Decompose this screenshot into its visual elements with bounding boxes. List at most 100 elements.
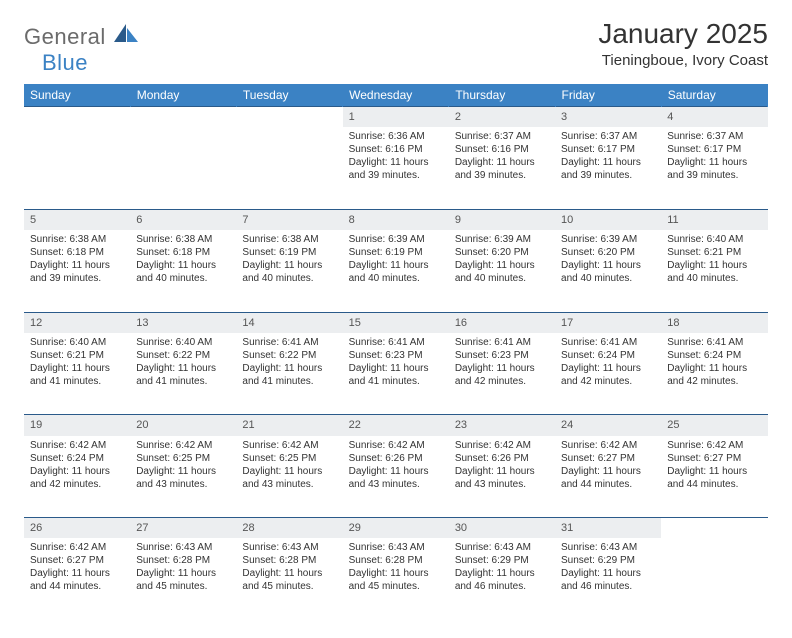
daylight-line: Daylight: 11 hours and 43 minutes. bbox=[349, 465, 443, 491]
day-content-row: Sunrise: 6:38 AMSunset: 6:18 PMDaylight:… bbox=[24, 230, 768, 312]
sunrise-line: Sunrise: 6:42 AM bbox=[667, 439, 761, 452]
day-number-cell: 4 bbox=[661, 107, 767, 128]
sunset-line: Sunset: 6:17 PM bbox=[667, 143, 761, 156]
day-content-cell: Sunrise: 6:41 AMSunset: 6:24 PMDaylight:… bbox=[555, 333, 661, 415]
sunrise-line: Sunrise: 6:38 AM bbox=[242, 233, 336, 246]
day-header: Monday bbox=[130, 84, 236, 107]
location: Tieningboue, Ivory Coast bbox=[598, 52, 768, 69]
day-number-cell: 22 bbox=[343, 415, 449, 436]
daylight-line: Daylight: 11 hours and 45 minutes. bbox=[136, 567, 230, 593]
daylight-line: Daylight: 11 hours and 43 minutes. bbox=[136, 465, 230, 491]
title-block: January 2025 Tieningboue, Ivory Coast bbox=[598, 18, 768, 69]
day-content-cell: Sunrise: 6:38 AMSunset: 6:18 PMDaylight:… bbox=[24, 230, 130, 312]
sunrise-line: Sunrise: 6:39 AM bbox=[349, 233, 443, 246]
sunset-line: Sunset: 6:18 PM bbox=[30, 246, 124, 259]
sunset-line: Sunset: 6:24 PM bbox=[561, 349, 655, 362]
day-content-cell bbox=[24, 127, 130, 209]
sunset-line: Sunset: 6:22 PM bbox=[242, 349, 336, 362]
sunset-line: Sunset: 6:29 PM bbox=[561, 554, 655, 567]
sunrise-line: Sunrise: 6:40 AM bbox=[667, 233, 761, 246]
brand-sail-icon bbox=[112, 22, 140, 44]
day-number-cell: 27 bbox=[130, 518, 236, 539]
day-content-cell: Sunrise: 6:42 AMSunset: 6:26 PMDaylight:… bbox=[343, 436, 449, 518]
sunrise-line: Sunrise: 6:43 AM bbox=[561, 541, 655, 554]
day-header: Sunday bbox=[24, 84, 130, 107]
sunrise-line: Sunrise: 6:42 AM bbox=[136, 439, 230, 452]
day-number-cell: 10 bbox=[555, 209, 661, 230]
sunset-line: Sunset: 6:20 PM bbox=[455, 246, 549, 259]
day-content-cell: Sunrise: 6:39 AMSunset: 6:20 PMDaylight:… bbox=[555, 230, 661, 312]
day-number-cell bbox=[661, 518, 767, 539]
day-number-cell: 2 bbox=[449, 107, 555, 128]
day-number-cell: 28 bbox=[236, 518, 342, 539]
day-content-cell: Sunrise: 6:40 AMSunset: 6:21 PMDaylight:… bbox=[24, 333, 130, 415]
sunrise-line: Sunrise: 6:42 AM bbox=[455, 439, 549, 452]
day-content-cell: Sunrise: 6:36 AMSunset: 6:16 PMDaylight:… bbox=[343, 127, 449, 209]
day-number-cell: 23 bbox=[449, 415, 555, 436]
sunset-line: Sunset: 6:16 PM bbox=[455, 143, 549, 156]
daylight-line: Daylight: 11 hours and 39 minutes. bbox=[667, 156, 761, 182]
calendar-body: 1234Sunrise: 6:36 AMSunset: 6:16 PMDayli… bbox=[24, 107, 768, 621]
day-content-cell: Sunrise: 6:41 AMSunset: 6:22 PMDaylight:… bbox=[236, 333, 342, 415]
sunset-line: Sunset: 6:28 PM bbox=[242, 554, 336, 567]
sunrise-line: Sunrise: 6:43 AM bbox=[455, 541, 549, 554]
day-content-cell: Sunrise: 6:42 AMSunset: 6:27 PMDaylight:… bbox=[661, 436, 767, 518]
daylight-line: Daylight: 11 hours and 44 minutes. bbox=[30, 567, 124, 593]
day-number-row: 567891011 bbox=[24, 209, 768, 230]
day-content-cell bbox=[661, 538, 767, 620]
day-content-cell: Sunrise: 6:42 AMSunset: 6:27 PMDaylight:… bbox=[24, 538, 130, 620]
day-number-cell: 14 bbox=[236, 312, 342, 333]
sunrise-line: Sunrise: 6:42 AM bbox=[30, 439, 124, 452]
day-content-row: Sunrise: 6:42 AMSunset: 6:27 PMDaylight:… bbox=[24, 538, 768, 620]
sunset-line: Sunset: 6:18 PM bbox=[136, 246, 230, 259]
day-number-cell: 30 bbox=[449, 518, 555, 539]
daylight-line: Daylight: 11 hours and 41 minutes. bbox=[349, 362, 443, 388]
daylight-line: Daylight: 11 hours and 40 minutes. bbox=[136, 259, 230, 285]
calendar-table: Sunday Monday Tuesday Wednesday Thursday… bbox=[24, 84, 768, 620]
day-content-cell: Sunrise: 6:40 AMSunset: 6:21 PMDaylight:… bbox=[661, 230, 767, 312]
brand-general: General bbox=[24, 24, 106, 49]
sunset-line: Sunset: 6:17 PM bbox=[561, 143, 655, 156]
daylight-line: Daylight: 11 hours and 45 minutes. bbox=[242, 567, 336, 593]
sunrise-line: Sunrise: 6:43 AM bbox=[349, 541, 443, 554]
sunset-line: Sunset: 6:22 PM bbox=[136, 349, 230, 362]
day-content-cell: Sunrise: 6:38 AMSunset: 6:18 PMDaylight:… bbox=[130, 230, 236, 312]
sunset-line: Sunset: 6:25 PM bbox=[242, 452, 336, 465]
sunset-line: Sunset: 6:19 PM bbox=[242, 246, 336, 259]
sunset-line: Sunset: 6:23 PM bbox=[455, 349, 549, 362]
day-content-cell: Sunrise: 6:43 AMSunset: 6:28 PMDaylight:… bbox=[236, 538, 342, 620]
header: General Blue January 2025 Tieningboue, I… bbox=[24, 18, 768, 76]
daylight-line: Daylight: 11 hours and 40 minutes. bbox=[561, 259, 655, 285]
sunset-line: Sunset: 6:24 PM bbox=[30, 452, 124, 465]
day-number-cell: 13 bbox=[130, 312, 236, 333]
day-content-row: Sunrise: 6:40 AMSunset: 6:21 PMDaylight:… bbox=[24, 333, 768, 415]
daylight-line: Daylight: 11 hours and 44 minutes. bbox=[667, 465, 761, 491]
day-number-cell: 6 bbox=[130, 209, 236, 230]
sunrise-line: Sunrise: 6:39 AM bbox=[455, 233, 549, 246]
day-content-cell: Sunrise: 6:39 AMSunset: 6:20 PMDaylight:… bbox=[449, 230, 555, 312]
sunset-line: Sunset: 6:28 PM bbox=[136, 554, 230, 567]
day-header: Thursday bbox=[449, 84, 555, 107]
day-header: Saturday bbox=[661, 84, 767, 107]
sunset-line: Sunset: 6:26 PM bbox=[455, 452, 549, 465]
day-number-cell: 5 bbox=[24, 209, 130, 230]
day-number-cell bbox=[236, 107, 342, 128]
sunrise-line: Sunrise: 6:42 AM bbox=[561, 439, 655, 452]
sunset-line: Sunset: 6:29 PM bbox=[455, 554, 549, 567]
sunset-line: Sunset: 6:16 PM bbox=[349, 143, 443, 156]
day-number-cell: 17 bbox=[555, 312, 661, 333]
day-number-cell: 25 bbox=[661, 415, 767, 436]
daylight-line: Daylight: 11 hours and 43 minutes. bbox=[242, 465, 336, 491]
daylight-line: Daylight: 11 hours and 42 minutes. bbox=[667, 362, 761, 388]
sunset-line: Sunset: 6:21 PM bbox=[30, 349, 124, 362]
calendar-page: General Blue January 2025 Tieningboue, I… bbox=[0, 0, 792, 638]
sunrise-line: Sunrise: 6:41 AM bbox=[455, 336, 549, 349]
day-content-cell: Sunrise: 6:41 AMSunset: 6:23 PMDaylight:… bbox=[449, 333, 555, 415]
daylight-line: Daylight: 11 hours and 40 minutes. bbox=[667, 259, 761, 285]
day-header-row: Sunday Monday Tuesday Wednesday Thursday… bbox=[24, 84, 768, 107]
sunrise-line: Sunrise: 6:39 AM bbox=[561, 233, 655, 246]
sunset-line: Sunset: 6:27 PM bbox=[30, 554, 124, 567]
sunrise-line: Sunrise: 6:37 AM bbox=[667, 130, 761, 143]
day-content-cell: Sunrise: 6:40 AMSunset: 6:22 PMDaylight:… bbox=[130, 333, 236, 415]
daylight-line: Daylight: 11 hours and 39 minutes. bbox=[349, 156, 443, 182]
